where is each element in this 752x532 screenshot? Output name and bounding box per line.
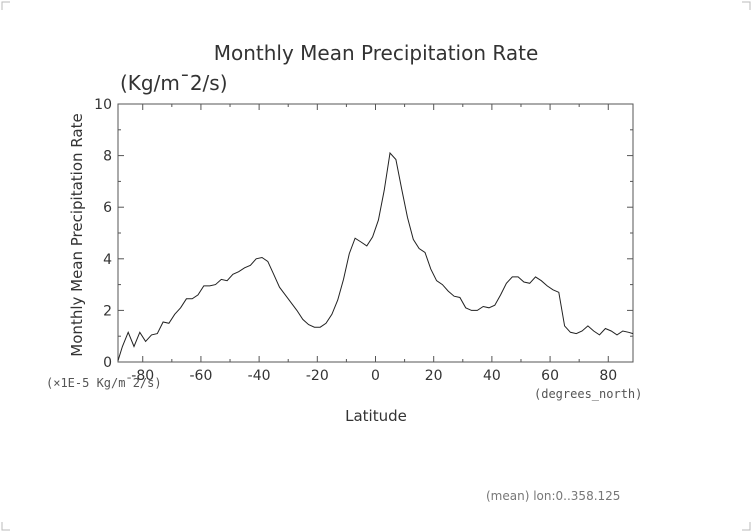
x-tick-label: 0 xyxy=(371,368,380,384)
y-tick-label: 2 xyxy=(103,303,112,319)
y-tick-label: 8 xyxy=(103,149,112,165)
y-scale-label: (×1E-5 Kg/m¯2/s) xyxy=(46,376,162,390)
x-tick-label: -60 xyxy=(189,368,212,384)
y-tick-label: 6 xyxy=(103,200,112,216)
x-tick-label: -40 xyxy=(248,368,271,384)
x-tick-label: -80 xyxy=(131,368,154,384)
tick-labels: -80 -60 -40 -20 0 20 40 60 80 0 2 4 6 8 10 xyxy=(94,97,617,384)
x-axis-label: Latitude xyxy=(345,407,407,425)
x-units-label: (degrees_north) xyxy=(534,387,642,401)
x-tick-label: -20 xyxy=(306,368,329,384)
footer-note: (mean) lon:0..358.125 xyxy=(486,489,620,503)
axis-ticks xyxy=(118,103,633,363)
x-tick-label: 20 xyxy=(425,368,443,384)
y-tick-label: 0 xyxy=(103,355,112,371)
x-tick-label: 60 xyxy=(541,368,559,384)
precipitation-line xyxy=(117,151,634,361)
x-tick-label: 80 xyxy=(599,368,617,384)
chart-title: Monthly Mean Precipitation Rate xyxy=(214,41,539,65)
plot-frame xyxy=(117,103,634,363)
chart-subtitle: (Kg/m¯2/s) xyxy=(120,71,228,95)
x-tick-label: 40 xyxy=(483,368,501,384)
y-tick-label: 10 xyxy=(94,97,112,113)
y-tick-label: 4 xyxy=(103,252,112,268)
y-axis-label: Monthly Mean Precipitation Rate xyxy=(68,113,86,356)
